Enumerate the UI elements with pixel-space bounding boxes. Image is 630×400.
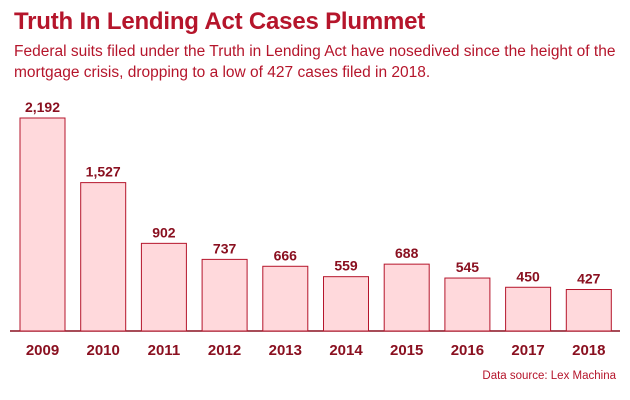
x-tick-2018: 2018 — [572, 342, 605, 359]
x-tick-2011: 2011 — [148, 342, 181, 359]
value-label-2012: 737 — [213, 240, 237, 256]
data-source-note: Data source: Lex Machina — [482, 370, 616, 382]
bar-2013 — [262, 265, 309, 332]
value-label-2016: 545 — [456, 259, 480, 275]
bar-2009 — [19, 117, 66, 332]
bar-2018 — [565, 289, 612, 332]
bar-2014 — [323, 276, 369, 332]
bar-2010 — [80, 182, 127, 332]
value-label-2009: 2,192 — [25, 99, 60, 115]
x-tick-2015: 2015 — [390, 342, 423, 359]
value-label-2017: 450 — [516, 268, 540, 284]
x-tick-2012: 2012 — [208, 342, 241, 359]
bar-2016 — [444, 277, 491, 332]
value-label-2015: 688 — [395, 245, 419, 261]
bar-2011 — [140, 242, 187, 332]
value-label-2011: 902 — [152, 224, 176, 240]
value-label-2010: 1,527 — [86, 164, 121, 180]
bar-2012 — [201, 258, 248, 332]
bar-2017 — [505, 286, 552, 332]
chart-title: Truth In Lending Act Cases Plummet — [14, 8, 426, 35]
chart-subtitle: Federal suits filed under the Truth in L… — [14, 43, 616, 81]
x-tick-2013: 2013 — [269, 342, 302, 359]
x-tick-2016: 2016 — [451, 342, 484, 359]
value-label-2013: 666 — [274, 247, 298, 263]
value-label-2014: 559 — [334, 258, 358, 274]
bar-2015 — [383, 263, 430, 332]
x-tick-2009: 2009 — [26, 342, 59, 359]
x-tick-2017: 2017 — [511, 342, 544, 359]
x-tick-2014: 2014 — [329, 342, 363, 359]
x-tick-2010: 2010 — [87, 342, 120, 359]
value-label-2018: 427 — [577, 271, 601, 287]
